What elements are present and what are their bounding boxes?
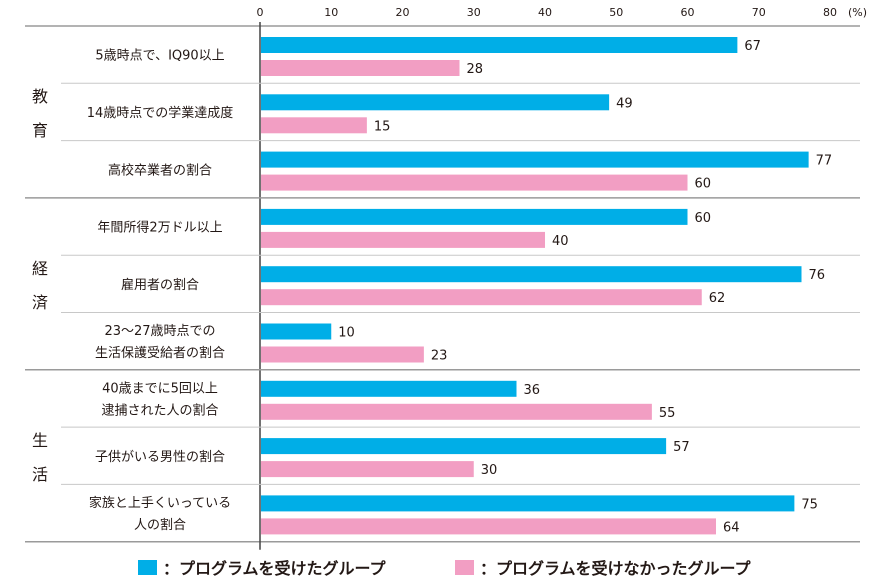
bar-value-label: 60 bbox=[695, 211, 712, 226]
group-label: 教 bbox=[32, 87, 48, 106]
category-label: 雇用者の割合 bbox=[121, 277, 199, 293]
bar-not-received bbox=[261, 174, 688, 191]
legend-label-received: ：プログラムを受けたグループ bbox=[163, 559, 386, 578]
bar-value-label: 30 bbox=[481, 463, 498, 478]
category-label: 生活保護受給者の割合 bbox=[95, 345, 225, 361]
category-label: 子供がいる男性の割合 bbox=[95, 449, 225, 465]
bar-received bbox=[261, 380, 517, 397]
chart-bars bbox=[261, 37, 809, 535]
bar-value-label: 36 bbox=[524, 383, 541, 398]
bar-not-received bbox=[261, 117, 367, 134]
bar-received bbox=[261, 323, 332, 340]
bar-value-label: 57 bbox=[673, 440, 690, 455]
bar-value-label: 62 bbox=[709, 291, 726, 306]
x-tick-label: 80 bbox=[823, 6, 837, 19]
category-label: 家族と上手くいっている bbox=[89, 495, 231, 511]
x-tick-label: 60 bbox=[681, 6, 695, 19]
bar-not-received bbox=[261, 231, 545, 248]
legend-swatch-received bbox=[138, 559, 157, 575]
bar-received bbox=[261, 266, 802, 283]
x-tick-label: 30 bbox=[467, 6, 481, 19]
x-tick-label: 70 bbox=[752, 6, 766, 19]
bar-not-received bbox=[261, 461, 474, 478]
group-label: 活 bbox=[32, 465, 48, 484]
bar-value-label: 67 bbox=[744, 39, 761, 54]
category-label: 23～27歳時点での bbox=[104, 324, 215, 339]
category-label: 40歳までに5回以上 bbox=[102, 381, 218, 396]
bar-value-label: 40 bbox=[552, 234, 569, 249]
legend-label-not-received: ：プログラムを受けなかったグループ bbox=[480, 559, 751, 578]
group-label: 育 bbox=[32, 121, 48, 140]
bar-value-label: 23 bbox=[431, 349, 448, 364]
legend-item-received: ：プログラムを受けたグループ bbox=[138, 555, 386, 579]
bar-received bbox=[261, 94, 610, 111]
legend-swatch-not-received bbox=[455, 559, 474, 575]
bar-value-label: 60 bbox=[695, 177, 712, 192]
bar-value-label: 76 bbox=[809, 268, 826, 283]
bar-value-label: 15 bbox=[374, 119, 391, 134]
bar-value-label: 64 bbox=[723, 520, 740, 535]
bar-received bbox=[261, 438, 667, 455]
bar-received bbox=[261, 151, 809, 168]
category-label: 年間所得2万ドル以上 bbox=[97, 220, 222, 236]
bar-value-label: 55 bbox=[659, 406, 676, 421]
unit-label: (%) bbox=[848, 6, 867, 19]
x-tick-label: 20 bbox=[396, 6, 410, 19]
bar-value-label: 77 bbox=[816, 154, 833, 169]
bar-value-label: 75 bbox=[801, 497, 818, 512]
category-label: 高校卒業者の割合 bbox=[108, 162, 212, 178]
category-label: 逮捕された人の割合 bbox=[101, 402, 218, 418]
bar-received bbox=[261, 208, 688, 225]
group-label: 経 bbox=[32, 259, 48, 278]
bar-value-label: 10 bbox=[338, 326, 355, 341]
x-tick-label: 0 bbox=[257, 6, 264, 19]
category-label: 14歳時点での学業達成度 bbox=[87, 105, 234, 121]
category-label: 人の割合 bbox=[134, 517, 186, 533]
bar-value-label: 49 bbox=[616, 96, 633, 111]
bar-received bbox=[261, 495, 795, 512]
bar-received bbox=[261, 37, 738, 53]
chart-lines bbox=[25, 22, 860, 550]
bar-not-received bbox=[261, 518, 716, 535]
bar-not-received bbox=[261, 403, 652, 420]
legend-item-not-received: ：プログラムを受けなかったグループ bbox=[455, 555, 751, 579]
x-tick-label: 40 bbox=[538, 6, 552, 19]
bar-not-received bbox=[261, 346, 424, 363]
x-tick-label: 10 bbox=[324, 6, 338, 19]
bar-not-received bbox=[261, 289, 702, 306]
bar-value-label: 28 bbox=[467, 62, 484, 77]
x-tick-label: 50 bbox=[609, 6, 623, 19]
category-label: 5歳時点で、IQ90以上 bbox=[95, 49, 224, 64]
bar-not-received bbox=[261, 60, 460, 76]
group-label: 生 bbox=[32, 431, 48, 450]
group-label: 済 bbox=[32, 293, 48, 312]
